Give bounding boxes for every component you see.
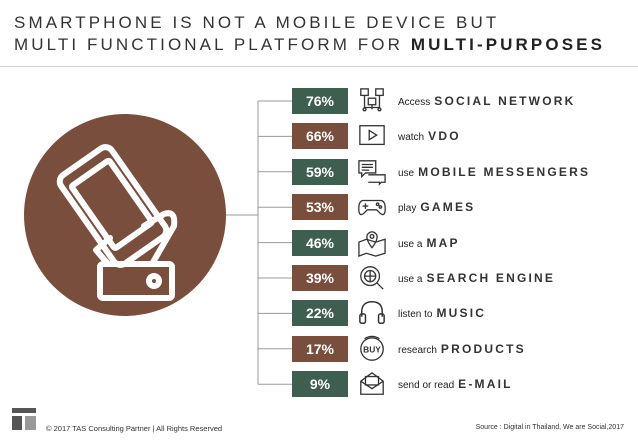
stat-label: watch VDO xyxy=(398,128,461,146)
stat-label-keyword: MOBILE MESSENGERS xyxy=(418,164,591,179)
stat-row: 22% listen to MUSIC xyxy=(0,299,638,327)
title-line-2: MULTI FUNCTIONAL PLATFORM FOR MULTI-PURP… xyxy=(14,34,605,56)
chat-bubbles-icon xyxy=(356,158,388,186)
stat-label: play GAMES xyxy=(398,199,475,217)
hand-phone-badge xyxy=(24,114,226,316)
stat-label-prefix: play xyxy=(398,203,417,215)
stat-label: Access SOCIAL NETWORK xyxy=(398,93,575,111)
stat-label-prefix: send or read xyxy=(398,380,455,392)
stat-label-prefix: listen to xyxy=(398,309,433,321)
copyright-text: © 2017 TAS Consulting Partner | All Righ… xyxy=(46,424,223,433)
stat-row: 66% watch VDO xyxy=(0,122,638,150)
company-logo xyxy=(12,408,36,430)
gamepad-icon xyxy=(356,193,388,221)
title-line-2-bold: MULTI-PURPOSES xyxy=(410,35,606,54)
stat-row: 59% use MOBILE MESSENGERS xyxy=(0,158,638,186)
stat-row: 46% use a MAP xyxy=(0,229,638,257)
stat-label: research PRODUCTS xyxy=(398,341,526,359)
percent-box: 9% xyxy=(292,371,348,398)
percent-box: 66% xyxy=(292,123,348,150)
percent-box: 46% xyxy=(292,229,348,256)
page-title: SMARTPHONE IS NOT A MOBILE DEVICE BUT MU… xyxy=(14,12,605,56)
stat-row: 39% use a SEARCH ENGINE xyxy=(0,264,638,292)
hand-holding-phone-icon xyxy=(56,144,178,301)
stat-row: 9% send or read E-MAIL xyxy=(0,370,638,398)
buy-bag-icon: BUY xyxy=(356,335,388,363)
stat-label-keyword: GAMES xyxy=(420,200,476,215)
stat-label-prefix: use a xyxy=(398,238,423,250)
stat-label-keyword: MUSIC xyxy=(436,306,487,321)
stat-label-keyword: VDO xyxy=(428,129,461,144)
title-divider xyxy=(0,66,638,67)
title-line-1: SMARTPHONE IS NOT A MOBILE DEVICE BUT xyxy=(14,13,500,32)
source-text: Source : Digital in Thailand, We are Soc… xyxy=(475,424,624,431)
percent-box: 76% xyxy=(292,88,348,114)
svg-text:BUY: BUY xyxy=(363,345,381,355)
stat-label: send or read E-MAIL xyxy=(398,376,513,394)
stat-label: use a SEARCH ENGINE xyxy=(398,270,555,288)
stat-label-keyword: E-MAIL xyxy=(458,377,513,392)
title-line-2-prefix: MULTI FUNCTIONAL PLATFORM FOR xyxy=(14,35,411,54)
percent-box: 22% xyxy=(292,300,348,327)
stat-label-prefix: research xyxy=(398,344,437,356)
stat-label-keyword: SEARCH ENGINE xyxy=(426,271,556,285)
map-pin-icon xyxy=(356,229,388,257)
video-play-icon xyxy=(356,122,388,150)
stat-label-keyword: MAP xyxy=(426,235,460,250)
stat-row: 76% Access SOCIAL NETWORK xyxy=(0,87,638,115)
stat-label-prefix: use a xyxy=(398,274,423,285)
envelope-icon xyxy=(356,370,388,398)
headphones-icon xyxy=(356,299,388,327)
percent-box: 39% xyxy=(292,265,348,291)
percent-box: 59% xyxy=(292,158,348,185)
percent-box: 17% xyxy=(292,335,348,362)
stat-row: 53% play GAMES xyxy=(0,193,638,221)
network-icon xyxy=(356,87,388,115)
stat-label: listen to MUSIC xyxy=(398,305,486,323)
stat-label-prefix: watch xyxy=(398,132,425,144)
stat-label: use a MAP xyxy=(398,235,460,253)
stat-label-keyword: SOCIAL NETWORK xyxy=(434,94,576,108)
search-globe-icon xyxy=(356,264,388,292)
stat-label: use MOBILE MESSENGERS xyxy=(398,164,590,182)
stat-label-prefix: Access xyxy=(398,97,431,108)
stat-label-keyword: PRODUCTS xyxy=(440,341,526,356)
stat-row: 17% BUY research PRODUCTS xyxy=(0,335,638,363)
stat-label-prefix: use xyxy=(398,167,415,179)
percent-box: 53% xyxy=(292,194,348,221)
